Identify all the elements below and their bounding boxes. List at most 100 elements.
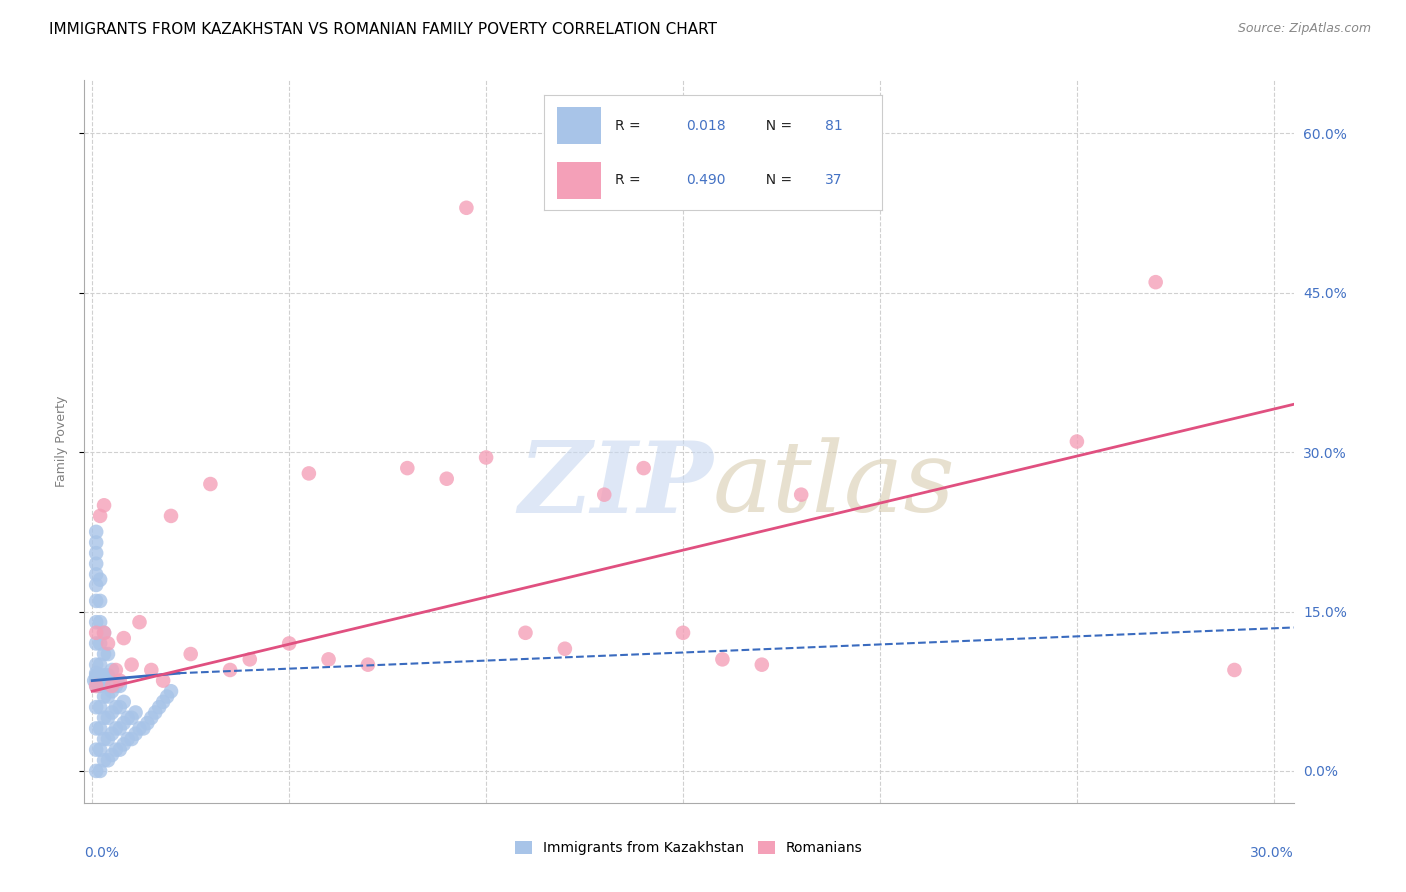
- Point: [112, 716, 135, 731]
- Point: [89, 764, 111, 778]
- Point: [84, 764, 107, 778]
- Point: [84, 679, 107, 693]
- Point: [117, 732, 139, 747]
- Point: [84, 594, 107, 608]
- Point: [633, 461, 655, 475]
- Point: [97, 668, 120, 682]
- Point: [108, 722, 131, 736]
- Point: [1144, 275, 1167, 289]
- Point: [200, 477, 222, 491]
- Point: [101, 747, 124, 762]
- Point: [84, 636, 107, 650]
- Point: [89, 657, 111, 672]
- Point: [97, 732, 120, 747]
- Point: [121, 732, 143, 747]
- Point: [97, 669, 120, 683]
- Point: [83, 673, 105, 688]
- Point: [124, 727, 146, 741]
- Point: [89, 573, 111, 587]
- Point: [456, 201, 478, 215]
- Point: [1066, 434, 1088, 449]
- Point: [84, 546, 107, 560]
- Point: [89, 594, 111, 608]
- Point: [672, 625, 695, 640]
- Text: ZIP: ZIP: [519, 437, 713, 533]
- Point: [104, 679, 127, 693]
- Point: [93, 625, 115, 640]
- Point: [278, 636, 301, 650]
- Point: [84, 524, 107, 539]
- Point: [180, 647, 202, 661]
- Point: [89, 669, 111, 683]
- Point: [554, 641, 576, 656]
- Point: [93, 732, 115, 747]
- Point: [84, 666, 107, 681]
- Point: [112, 631, 135, 645]
- Point: [101, 684, 124, 698]
- Point: [104, 663, 127, 677]
- Point: [93, 672, 115, 686]
- Point: [160, 684, 183, 698]
- Point: [84, 557, 107, 571]
- Point: [93, 753, 115, 767]
- Legend: Immigrants from Kazakhstan, Romanians: Immigrants from Kazakhstan, Romanians: [510, 836, 868, 861]
- Text: Source: ZipAtlas.com: Source: ZipAtlas.com: [1237, 22, 1371, 36]
- Point: [84, 679, 107, 693]
- Point: [751, 657, 773, 672]
- Point: [97, 647, 120, 661]
- Point: [89, 722, 111, 736]
- Point: [93, 668, 115, 682]
- Point: [89, 700, 111, 714]
- Point: [84, 535, 107, 549]
- Point: [93, 690, 115, 704]
- Point: [475, 450, 498, 465]
- Point: [93, 711, 115, 725]
- Point: [160, 508, 183, 523]
- Point: [117, 711, 139, 725]
- Point: [89, 672, 111, 686]
- Point: [396, 461, 419, 475]
- Point: [108, 673, 131, 688]
- Point: [128, 722, 150, 736]
- Point: [101, 679, 124, 693]
- Point: [298, 467, 321, 481]
- Point: [84, 742, 107, 756]
- Point: [152, 695, 174, 709]
- Text: atlas: atlas: [713, 437, 956, 533]
- Point: [93, 670, 115, 684]
- Point: [152, 673, 174, 688]
- Point: [84, 615, 107, 630]
- Point: [89, 508, 111, 523]
- Point: [97, 690, 120, 704]
- Point: [515, 625, 537, 640]
- Point: [136, 716, 159, 731]
- Point: [108, 700, 131, 714]
- Point: [101, 727, 124, 741]
- Point: [84, 670, 107, 684]
- Y-axis label: Family Poverty: Family Poverty: [55, 396, 67, 487]
- Point: [1223, 663, 1246, 677]
- Point: [143, 706, 166, 720]
- Point: [84, 722, 107, 736]
- Point: [84, 578, 107, 592]
- Point: [156, 690, 179, 704]
- Point: [84, 668, 107, 682]
- Point: [436, 472, 458, 486]
- Point: [97, 753, 120, 767]
- Point: [84, 625, 107, 640]
- Point: [101, 706, 124, 720]
- Point: [357, 657, 380, 672]
- Point: [84, 567, 107, 582]
- Point: [239, 652, 262, 666]
- Point: [104, 742, 127, 756]
- Point: [121, 657, 143, 672]
- Point: [101, 663, 124, 677]
- Point: [84, 673, 107, 688]
- Point: [711, 652, 734, 666]
- Point: [148, 700, 170, 714]
- Point: [93, 625, 115, 640]
- Point: [318, 652, 340, 666]
- Point: [104, 722, 127, 736]
- Point: [89, 679, 111, 693]
- Point: [112, 737, 135, 751]
